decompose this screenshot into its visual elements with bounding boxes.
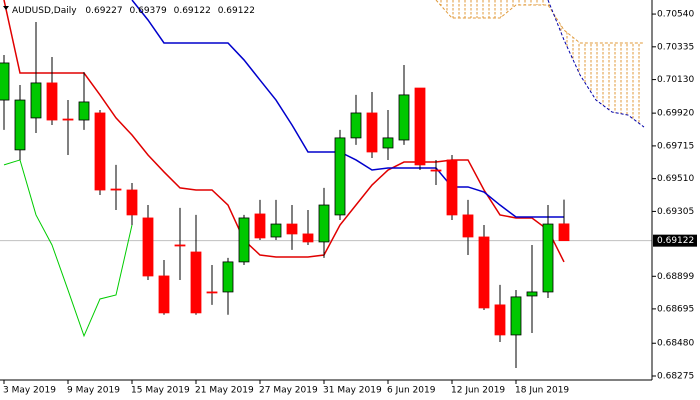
candle-down	[142, 217, 154, 277]
candle-up	[222, 261, 234, 293]
candle-down	[478, 236, 490, 309]
y-tick-label: 0.70335	[657, 42, 694, 52]
candle-down	[494, 304, 506, 336]
candle-up	[398, 94, 410, 141]
tenkan-line	[3, 0, 565, 263]
price-tag: 0.69122	[653, 234, 697, 247]
candle-down	[62, 118, 74, 121]
x-tick-label: 9 May 2019	[67, 386, 120, 396]
candle-down	[254, 213, 266, 239]
candle-up	[30, 82, 42, 119]
candle-down	[158, 275, 170, 314]
y-tick-label: 0.69305	[657, 207, 694, 217]
x-tick-label: 31 May 2019	[323, 386, 382, 396]
x-tick-label: 18 Jun 2019	[515, 386, 569, 396]
candle-down	[430, 169, 442, 172]
x-tick-label: 27 May 2019	[259, 386, 318, 396]
candle-up	[238, 217, 250, 263]
candle-up	[270, 223, 282, 238]
candle-down	[286, 223, 298, 235]
plot-area	[0, 0, 652, 369]
candle-down	[46, 82, 58, 121]
last-close: 0.69122	[218, 6, 255, 16]
kijun-line	[131, 0, 564, 218]
candle-down	[174, 244, 186, 247]
x-tick-label: 21 May 2019	[195, 386, 254, 396]
header-text: AUDUSD,Daily 0.69227 0.69379 0.69122 0.6…	[12, 6, 255, 16]
candle-up	[350, 112, 362, 139]
price-tag-box	[653, 234, 697, 247]
candle-down	[366, 112, 378, 153]
y-tick-label: 0.69920	[657, 109, 694, 119]
candle-down	[446, 159, 458, 216]
candle-down	[190, 251, 202, 314]
candle-down	[126, 189, 138, 216]
candle-up	[334, 137, 346, 216]
candle-up	[0, 62, 10, 101]
chikou-line	[3, 159, 133, 338]
y-tick-label: 0.70130	[657, 75, 694, 85]
candle-up	[526, 291, 538, 297]
candle-down	[110, 188, 122, 191]
y-tick-label: 0.69510	[657, 174, 694, 184]
candle-down	[558, 223, 570, 242]
cloud-span-b	[547, 0, 645, 128]
last-high: 0.69379	[130, 6, 167, 16]
x-tick-label: 15 May 2019	[131, 386, 190, 396]
header-icon	[3, 6, 9, 10]
candle-up	[382, 137, 394, 149]
candle-up	[78, 101, 90, 121]
candle-down	[414, 87, 426, 166]
candle-down	[94, 112, 106, 191]
candle-up	[318, 204, 330, 243]
y-tick-label: 0.69715	[657, 141, 694, 151]
x-tick-label: 3 May 2019	[3, 386, 56, 396]
x-tick-label: 6 Jun 2019	[387, 386, 436, 396]
y-tick-label: 0.68899	[657, 272, 694, 282]
price-tag-label: 0.69122	[657, 236, 694, 246]
candle-down	[462, 214, 474, 238]
candle-up	[14, 99, 26, 151]
cloud-fill	[436, 0, 644, 128]
header: AUDUSD,Daily 0.69227 0.69379 0.69122 0.6…	[3, 6, 255, 16]
y-tick-label: 0.68275	[657, 372, 694, 382]
y-tick-label: 0.70540	[657, 10, 694, 20]
candle-down	[206, 291, 218, 294]
last-open: 0.69227	[85, 6, 122, 16]
x-tick-label: 12 Jun 2019	[451, 386, 505, 396]
candle-up	[510, 296, 522, 336]
candle-up	[542, 223, 554, 293]
last-low: 0.69122	[174, 6, 211, 16]
candle-down	[302, 233, 314, 243]
symbol: AUDUSD,Daily	[12, 6, 77, 16]
cloud-span-a	[435, 0, 644, 44]
y-tick-label: 0.68480	[657, 339, 694, 349]
y-tick-label: 0.68695	[657, 304, 694, 314]
